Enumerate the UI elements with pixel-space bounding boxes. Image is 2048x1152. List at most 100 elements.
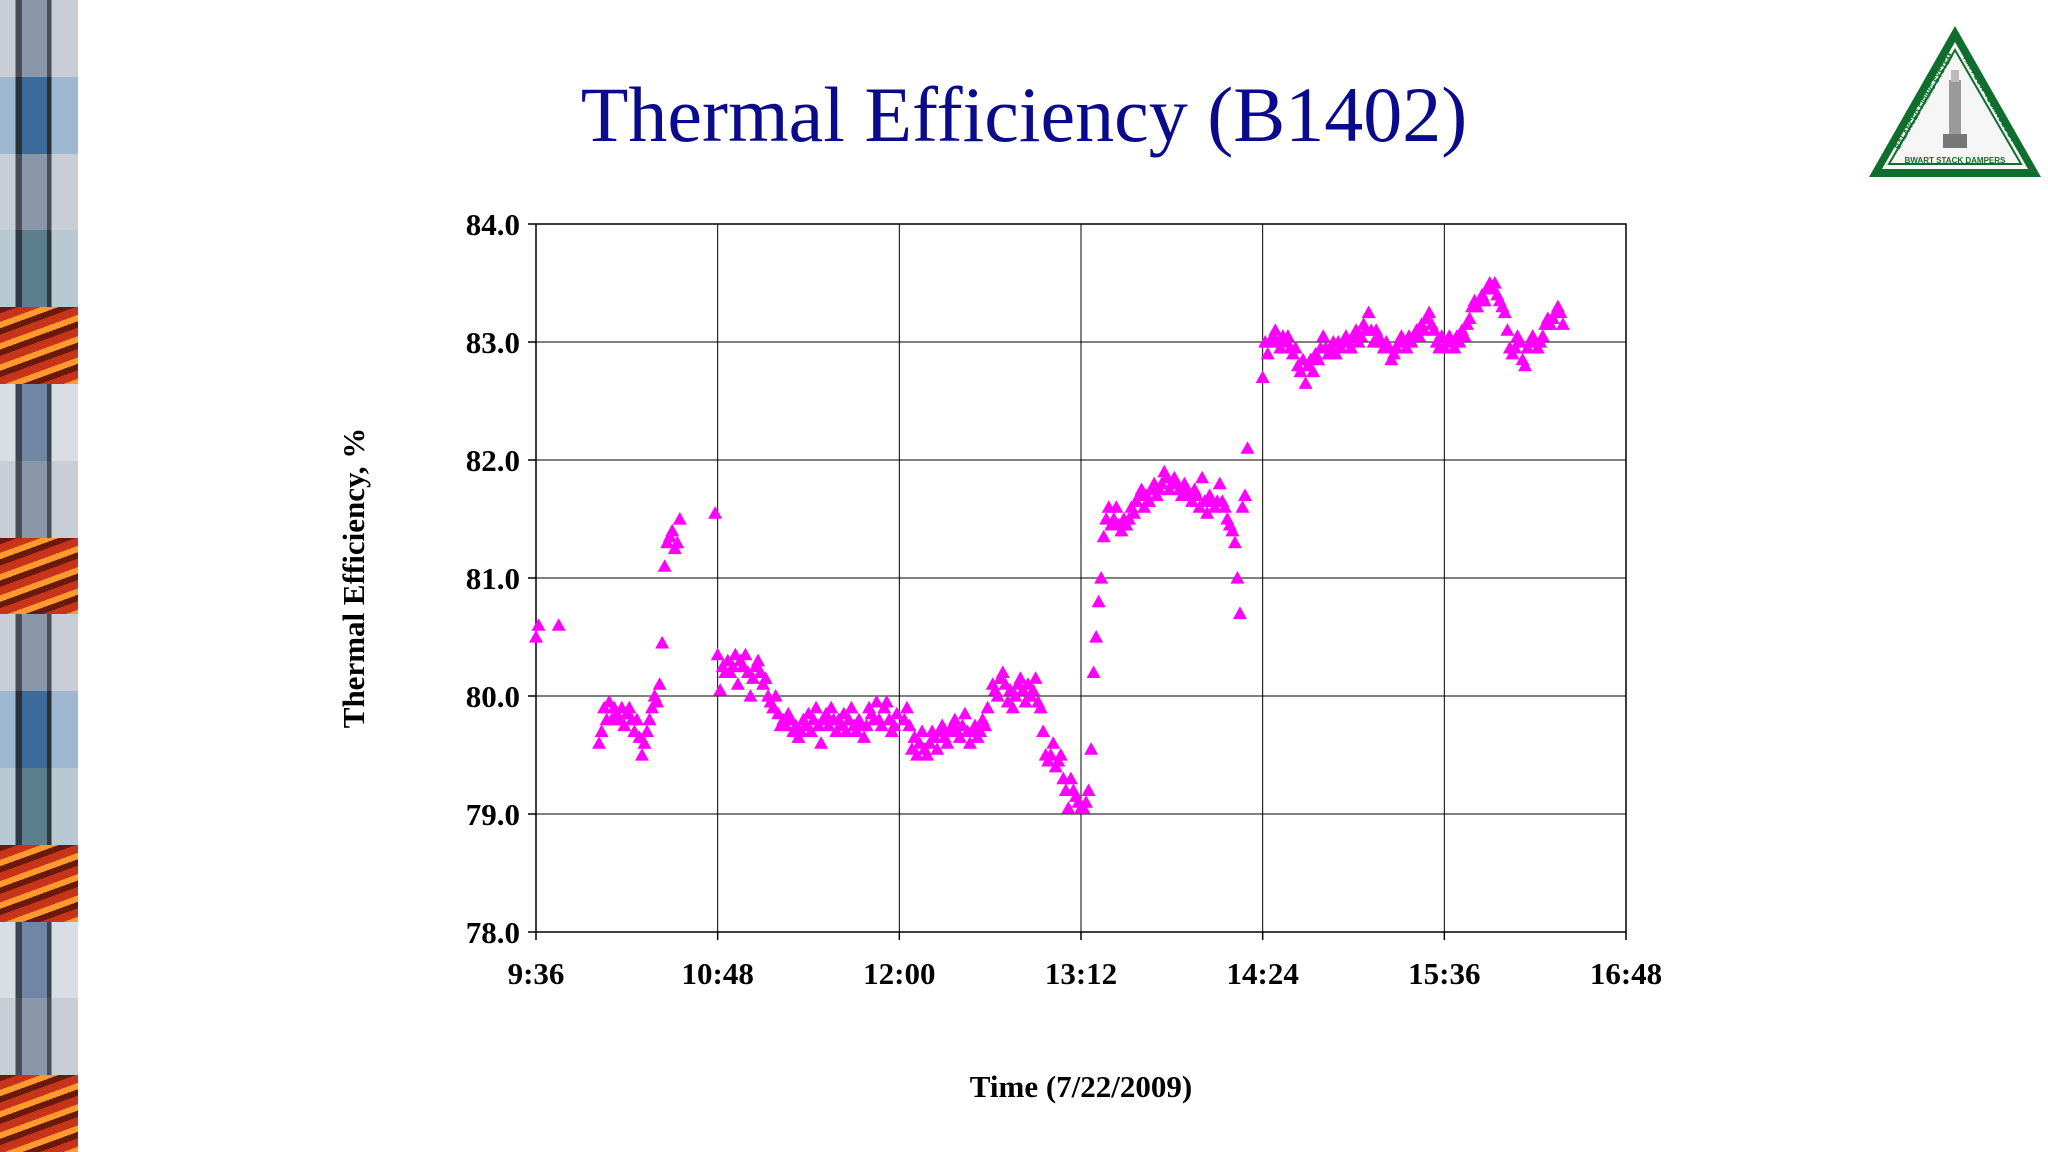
data-point xyxy=(995,665,1010,678)
data-point xyxy=(1026,683,1041,696)
x-tick-label: 10:48 xyxy=(682,956,754,991)
data-point xyxy=(1091,594,1106,608)
data-point xyxy=(947,712,962,726)
data-point xyxy=(915,724,930,737)
data-point xyxy=(1061,801,1076,814)
data-point xyxy=(1200,506,1215,519)
y-tick-label: 82.0 xyxy=(466,443,520,478)
data-points xyxy=(529,276,1570,814)
data-point xyxy=(1518,358,1533,372)
data-point xyxy=(1028,671,1043,684)
data-point xyxy=(899,700,914,714)
data-point xyxy=(640,724,655,737)
data-point xyxy=(1081,783,1096,796)
data-point xyxy=(665,523,680,537)
data-point xyxy=(1126,506,1141,519)
data-point xyxy=(1553,305,1568,319)
data-point xyxy=(730,677,745,690)
data-point xyxy=(1487,276,1502,289)
data-point xyxy=(930,742,945,755)
data-point xyxy=(634,748,649,761)
data-point xyxy=(1240,441,1255,454)
data-point xyxy=(629,712,644,726)
data-point xyxy=(745,671,760,684)
data-point xyxy=(957,706,972,720)
photo-strip xyxy=(0,0,78,1152)
data-point xyxy=(1013,671,1028,684)
data-point xyxy=(1268,323,1283,336)
data-point xyxy=(1293,364,1308,378)
data-point xyxy=(859,718,874,732)
data-point xyxy=(1513,335,1528,348)
data-point xyxy=(1477,293,1492,307)
data-point xyxy=(1535,329,1550,342)
x-tick-label: 16:48 xyxy=(1590,956,1662,991)
data-point xyxy=(920,748,935,761)
data-point xyxy=(655,635,670,649)
data-point xyxy=(1043,748,1058,761)
data-point xyxy=(1227,535,1242,549)
data-point xyxy=(708,506,723,519)
data-point xyxy=(889,706,904,720)
data-point xyxy=(909,748,924,761)
data-point xyxy=(1217,500,1232,513)
photo-tile-tower xyxy=(0,921,78,1000)
data-point xyxy=(1343,340,1358,354)
data-point xyxy=(642,712,657,726)
data-point xyxy=(940,736,955,749)
data-point xyxy=(814,736,829,749)
data-point xyxy=(1084,742,1099,755)
photo-tile-stack xyxy=(0,614,78,693)
data-point xyxy=(1053,748,1068,761)
data-point xyxy=(980,700,995,714)
y-tick-label: 80.0 xyxy=(466,679,520,714)
data-point xyxy=(1005,700,1020,714)
x-axis-title: Time (7/22/2009) xyxy=(970,1069,1192,1104)
photo-tile-furnace-flame xyxy=(0,1075,78,1152)
data-point xyxy=(743,689,758,702)
data-point xyxy=(839,724,854,737)
data-point xyxy=(962,736,977,749)
data-point xyxy=(887,718,902,732)
data-point xyxy=(738,647,753,661)
data-point xyxy=(1142,494,1157,507)
data-point xyxy=(1238,488,1253,501)
photo-tile-refinery xyxy=(0,691,78,769)
data-point xyxy=(672,512,687,525)
data-point xyxy=(874,718,889,732)
data-point xyxy=(1109,500,1124,513)
company-logo-icon: BALANCED FIRING SYSTEM AIR FLOW TECHNOLO… xyxy=(1869,26,2041,177)
data-point xyxy=(1235,500,1250,513)
logo-text-bottom: BWART STACK DAMPERS xyxy=(1905,156,2006,165)
data-point xyxy=(1457,329,1472,342)
data-point xyxy=(529,630,543,643)
y-tick-label: 79.0 xyxy=(466,797,520,832)
data-point xyxy=(652,677,667,690)
data-point xyxy=(637,736,652,749)
x-tick-label: 9:36 xyxy=(508,956,565,991)
data-point xyxy=(1280,329,1295,342)
data-point xyxy=(1079,795,1094,808)
data-point xyxy=(935,718,950,732)
data-point xyxy=(1096,529,1111,543)
data-point xyxy=(1255,370,1270,383)
data-point xyxy=(1033,700,1048,714)
data-point xyxy=(1036,724,1051,737)
data-point xyxy=(1230,571,1245,584)
data-point xyxy=(1361,305,1376,319)
data-point xyxy=(902,718,917,732)
data-point xyxy=(710,647,725,661)
y-tick-label: 78.0 xyxy=(466,915,520,950)
photo-tile-furnace-flame xyxy=(0,844,78,923)
data-point xyxy=(1316,329,1331,342)
data-point xyxy=(844,700,859,714)
data-point xyxy=(1427,323,1442,336)
data-point xyxy=(751,653,766,667)
data-point xyxy=(1288,340,1303,354)
data-point xyxy=(1195,470,1210,484)
y-tick-label: 81.0 xyxy=(466,561,520,596)
data-point xyxy=(622,700,637,714)
x-tick-label: 14:24 xyxy=(1227,956,1299,991)
x-tick-label: 15:36 xyxy=(1408,956,1480,991)
